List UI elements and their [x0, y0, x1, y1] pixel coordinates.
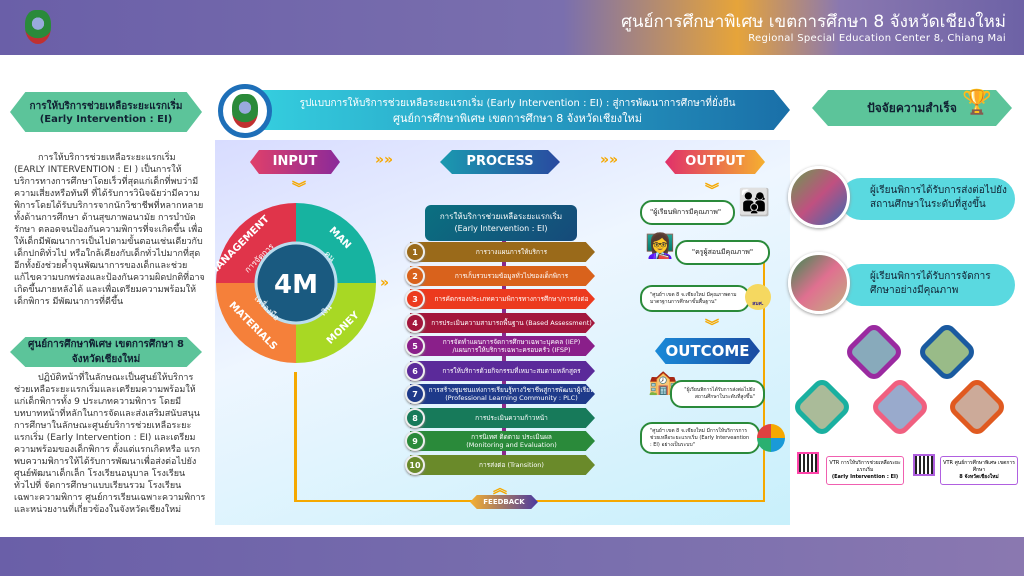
step-text: การให้บริการด้วยกิจกรรมที่เหมาะสมตามหลัก… [442, 367, 581, 375]
input-label: INPUT [250, 150, 340, 174]
step-number: 1 [405, 242, 425, 262]
step-number: 2 [405, 266, 425, 286]
step-text: การวางแผนการให้บริการ [475, 248, 548, 256]
photo-hex [868, 375, 932, 439]
step-text: การประเมินความก้าวหน้า [475, 414, 548, 422]
step-subtext: (Monitoring and Evaluation) [466, 441, 557, 449]
center-banner: ศูนย์การศึกษาพิเศษ เขตการศึกษา 8 จังหวัด… [10, 337, 202, 367]
factor-1: ผู้เรียนพิการได้รับการส่งต่อไปยังสถานศึก… [840, 178, 1015, 220]
center-description: ปฏิบัติหน้าที่ในลักษณะเป็นศูนย์ให้บริการ… [14, 373, 206, 515]
process-step: การให้บริการด้วยกิจกรรมที่เหมาะสมตามหลัก… [410, 361, 595, 381]
outcome-item-1: "ผู้เรียนพิการได้รับการส่งต่อไปยังสถานศึ… [670, 380, 765, 408]
4m-wheel: 4M MANAGEMENT การจัดการ MAN คน MONEY เงิ… [213, 203, 376, 363]
process-step: การนิเทศ ติดตาม ประเมินผล (Monitoring and… [410, 431, 595, 451]
photo-hex [842, 320, 906, 384]
chevron-right-icon: » [380, 275, 390, 291]
step-number: 5 [405, 336, 425, 356]
outcome-item-2: "ศูนย์ฯ เขต 8 จ.เชียงใหม่ มีการให้บริการ… [640, 422, 760, 454]
photo-hex [915, 320, 979, 384]
step-number: 4 [405, 313, 425, 333]
process-step: การสร้างชุมชนแห่งการเรียนรู้ทางวิชาชีพสู… [410, 384, 595, 404]
step-number: 3 [405, 289, 425, 309]
factor-photo-2 [788, 252, 850, 314]
output-label: OUTPUT [665, 150, 765, 174]
success-factors-banner: ปัจจัยความสำเร็จ [812, 90, 1012, 126]
left-banner-line2: (Early Intervention : EI) [39, 114, 173, 125]
process-label: PROCESS [440, 150, 560, 174]
chevron-down-icon: ︾ [705, 319, 719, 335]
chevron-right-icon: »» [600, 152, 619, 168]
process-head: การให้บริการช่วยเหลือระยะแรกเริ่ม (Early… [425, 205, 577, 241]
header-title-en: Regional Special Education Center 8, Chi… [748, 33, 1006, 44]
process-step: การประเมินความสามารถพื้นฐาน (Based Asses… [410, 313, 595, 333]
step-number: 6 [405, 361, 425, 381]
qr-label-1-line1: VTR การให้บริการช่วยเหลือระยะแรกเริ่ม [829, 460, 901, 473]
left-banner: การให้บริการช่วยเหลือระยะแรกเริ่ม (Early… [10, 92, 202, 132]
process-step: การคัดกรองประเภทความพิการทางการศึกษา/การ… [410, 289, 595, 309]
factor-photo-1 [788, 166, 850, 228]
left-banner-line1: การให้บริการช่วยเหลือระยะแรกเริ่ม [29, 101, 183, 112]
output-item-3: "ศูนย์ฯ เขต 8 จ.เชียงใหม่ มีคุณภาพตามมาต… [640, 285, 750, 312]
step-text: การจัดทำแผนการจัดการศึกษาเฉพาะบุคคล (IEP… [442, 338, 581, 346]
process-head-line1: การให้บริการช่วยเหลือระยะแรกเริ่ม [439, 212, 563, 221]
step-number: 7 [405, 384, 425, 404]
qr-code-2[interactable] [913, 454, 935, 476]
qr-label-2-line2: 8 จังหวัดเชียงใหม่ [959, 474, 999, 480]
feedback-line [294, 372, 297, 500]
main-title: รูปแบบการให้บริการช่วยเหลือระยะแรกเริ่ม … [245, 90, 790, 130]
step-number: 10 [405, 455, 425, 475]
qr-code-1[interactable] [797, 452, 819, 474]
qr-label-2[interactable]: VTR ศูนย์การศึกษาพิเศษ เขตการศึกษา 8 จังห… [940, 456, 1018, 485]
header-title-th: ศูนย์การศึกษาพิเศษ เขตการศึกษา 8 จังหวัด… [621, 12, 1006, 32]
feedback-line [763, 250, 765, 502]
step-subtext: (Professional Learning Community : PLC) [445, 394, 578, 402]
qr-label-1-line2: (Early Intervention : EI) [831, 474, 899, 480]
output-item-1: "ผู้เรียนพิการมีคุณภาพ" [640, 200, 735, 225]
factor-2: ผู้เรียนพิการได้รับการจัดการศึกษาอย่างมี… [840, 264, 1015, 306]
header: ศูนย์การศึกษาพิเศษ เขตการศึกษา 8 จังหวัด… [0, 0, 1024, 55]
4m-label: 4M [274, 270, 318, 300]
chevron-right-icon: »» [375, 152, 394, 168]
feedback-label: FEEDBACK [470, 495, 538, 509]
process-step: การวางแผนการให้บริการ [410, 242, 595, 262]
process-head-line2: (Early Intervention : EI) [454, 224, 548, 233]
main-title-line1: รูปแบบการให้บริการช่วยเหลือระยะแรกเริ่ม … [299, 98, 736, 109]
footer-band [0, 537, 1024, 576]
step-number: 9 [405, 431, 425, 451]
4m-center [254, 241, 338, 325]
process-step: การจัดทำแผนการจัดการศึกษาเฉพาะบุคคล (IEP… [410, 336, 595, 356]
step-text: การเก็บรวบรวมข้อมูลทั่วไปของเด็กพิการ [454, 272, 569, 280]
teacher-icon: 👩‍🏫 [645, 232, 675, 260]
photo-hex [945, 375, 1009, 439]
photo-hex [790, 375, 854, 439]
step-number: 8 [405, 408, 425, 428]
output-item-2: "ครูผู้สอนมีคุณภาพ" [675, 240, 770, 265]
ei-description: การให้บริการช่วยเหลือระยะแรกเริ่ม (EARLY… [14, 153, 205, 307]
award-people-icon: 👨‍👩‍👦 [738, 188, 771, 218]
step-text: การนิเทศ ติดตาม ประเมินผล [471, 433, 552, 441]
main-logo [218, 84, 272, 138]
outcome-label: OUTCOME [655, 338, 760, 364]
onesqa-badge: สมศ. [745, 284, 771, 310]
step-text: การส่งต่อ (Transition) [479, 461, 544, 469]
chevron-down-icon: ︾ [705, 183, 719, 199]
trophy-kid-icon: 🏆 [962, 88, 992, 116]
step-text: การประเมินความสามารถพื้นฐาน (Based Asses… [431, 319, 592, 327]
process-step: การส่งต่อ (Transition) [410, 455, 595, 475]
chevron-up-icon: ︽ [493, 481, 507, 497]
step-text: การสร้างชุมชนแห่งการเรียนรู้ทางวิชาชีพสู… [428, 386, 595, 394]
step-text: การคัดกรองประเภทความพิการทางการศึกษา/การ… [434, 295, 589, 303]
logo [25, 10, 51, 44]
main-title-line2: ศูนย์การศึกษาพิเศษ เขตการศึกษา 8 จังหวัด… [392, 112, 643, 125]
process-cycle-icon [757, 424, 785, 452]
process-spine [502, 241, 506, 471]
qr-label-2-line1: VTR ศูนย์การศึกษาพิเศษ เขตการศึกษา [943, 460, 1015, 473]
process-step: การเก็บรวบรวมข้อมูลทั่วไปของเด็กพิการ [410, 266, 595, 286]
step-subtext: /แผนการให้บริการเฉพาะครอบครัว (IFSP) [452, 346, 571, 354]
chevron-down-icon: ︾ [292, 181, 306, 197]
process-step: การประเมินความก้าวหน้า [410, 408, 595, 428]
qr-label-1[interactable]: VTR การให้บริการช่วยเหลือระยะแรกเริ่ม (Ea… [826, 456, 904, 485]
